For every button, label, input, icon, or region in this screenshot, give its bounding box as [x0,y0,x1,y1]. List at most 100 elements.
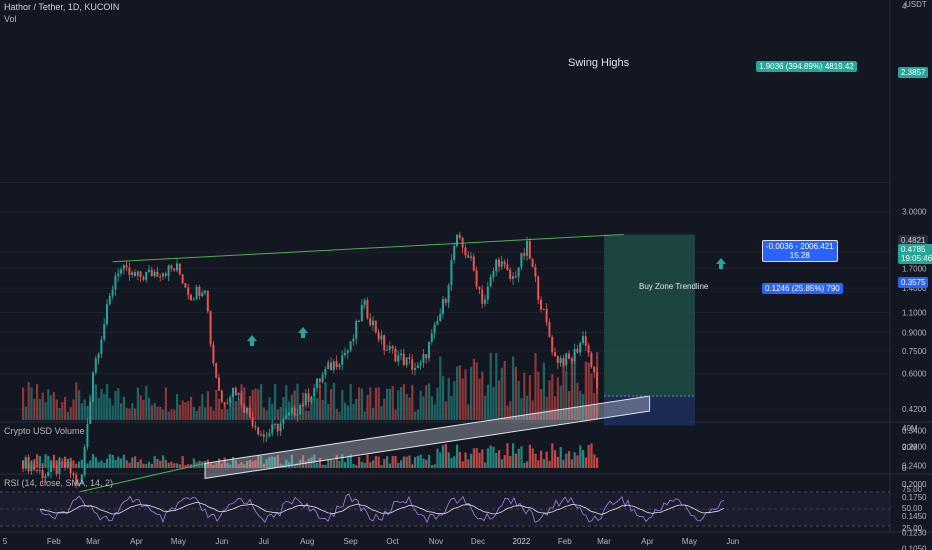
candle-body [274,423,276,425]
volume-pane-bar [128,462,131,468]
candle-body [369,317,372,326]
candle-body [27,457,30,472]
volume-bar [475,362,478,420]
volume-pane-bar [209,463,212,468]
volume-bar [579,390,582,420]
volume-bar [512,356,515,420]
volume-bar [461,378,464,420]
volume-pane-bar [276,454,279,468]
volume-pane-bar [103,462,106,468]
volume-pane-bar [442,444,445,468]
candle-body [428,341,430,359]
volume-pane-bar [232,456,235,468]
x-tick-label: Jun [726,537,739,546]
volume-pane-bar [80,459,83,468]
candle-body [556,356,559,363]
candle-body [310,396,313,402]
volume-bar [237,398,240,420]
volume-bar [344,402,347,420]
candle-body [153,271,156,277]
volume-pane-bar [181,456,184,468]
volume-bar [153,402,156,420]
volume-bar [80,403,83,420]
volume-bar [41,392,44,420]
volume-bar [181,400,184,420]
volume-pane-bar [439,452,442,468]
candle-body [22,461,24,469]
volume-bar [467,404,470,420]
buy-zone-annotation[interactable]: Buy Zone Trendline [639,282,709,291]
volume-bar [470,366,473,420]
candle-body [52,465,55,467]
volume-pane-bar [47,456,50,468]
candle-body [380,335,383,340]
volume-pane-bar [402,456,405,468]
volume-pane-bar [142,463,145,468]
volume-pane-bar [596,457,599,468]
candle-body [226,402,229,404]
volume-bar [296,383,299,420]
candle-body [422,354,425,363]
volume-bar [391,386,394,420]
volume-bar [111,405,114,420]
candle-body [285,415,288,419]
volume-bar [554,396,557,420]
x-tick-label: Sep [343,537,358,546]
candle-body [593,367,596,373]
volume-bar [262,407,265,420]
volume-tick-label: 40M [902,424,918,433]
volume-bar [374,387,377,420]
x-tick-label: 5 [3,537,8,546]
candle-body [240,392,243,406]
candle-body [388,346,391,350]
candle-body [134,272,136,276]
candle-body [408,357,411,360]
volume-bar [397,390,400,420]
center-label-line2: 15.28 [789,251,810,260]
candle-body [288,412,290,416]
volume-pane-bar [111,454,114,468]
x-tick-label: Oct [386,537,399,546]
volume-pane-bar [498,450,501,468]
y-tick-label: 0.6000 [902,369,927,378]
volume-pane-bar [36,454,39,468]
volume-pane-bar [433,464,436,468]
candle-body [198,286,201,297]
volume-pane-bar [405,456,408,468]
volume-bar [430,396,433,420]
candle-body [430,333,433,342]
volume-bar [288,401,291,420]
volume-bar [304,410,307,420]
volume-bar [352,403,355,420]
candle-body [542,308,545,310]
volume-pane-bar [316,462,319,468]
candle-body [36,469,38,471]
volume-bar [358,387,361,420]
volume-pane-bar [92,454,95,468]
volume-pane-bar [587,445,590,468]
candle-body [204,290,206,293]
swing-highs-annotation[interactable]: Swing Highs [568,57,630,69]
candle-body [386,349,388,351]
candle-body [486,286,489,300]
buy-arrow-icon [716,258,726,269]
volume-pane-bar [330,460,333,468]
volume-bar [509,401,512,420]
volume-pane-bar [422,458,425,468]
candle-body [391,346,394,349]
volume-bar [422,396,425,420]
volume-bar [456,366,459,420]
volume-pane-bar [492,446,495,468]
volume-pane-bar [148,461,151,468]
volume-bar [106,383,109,420]
candle-body [551,336,554,353]
volume-pane-bar [237,464,240,468]
volume-bar [159,406,162,420]
volume-pane-bar [579,445,582,468]
volume-bar [61,402,64,420]
volume-bar [178,404,181,420]
candle-body [534,267,537,277]
volume-pane-bar [568,451,571,468]
volume-bar [226,409,229,420]
